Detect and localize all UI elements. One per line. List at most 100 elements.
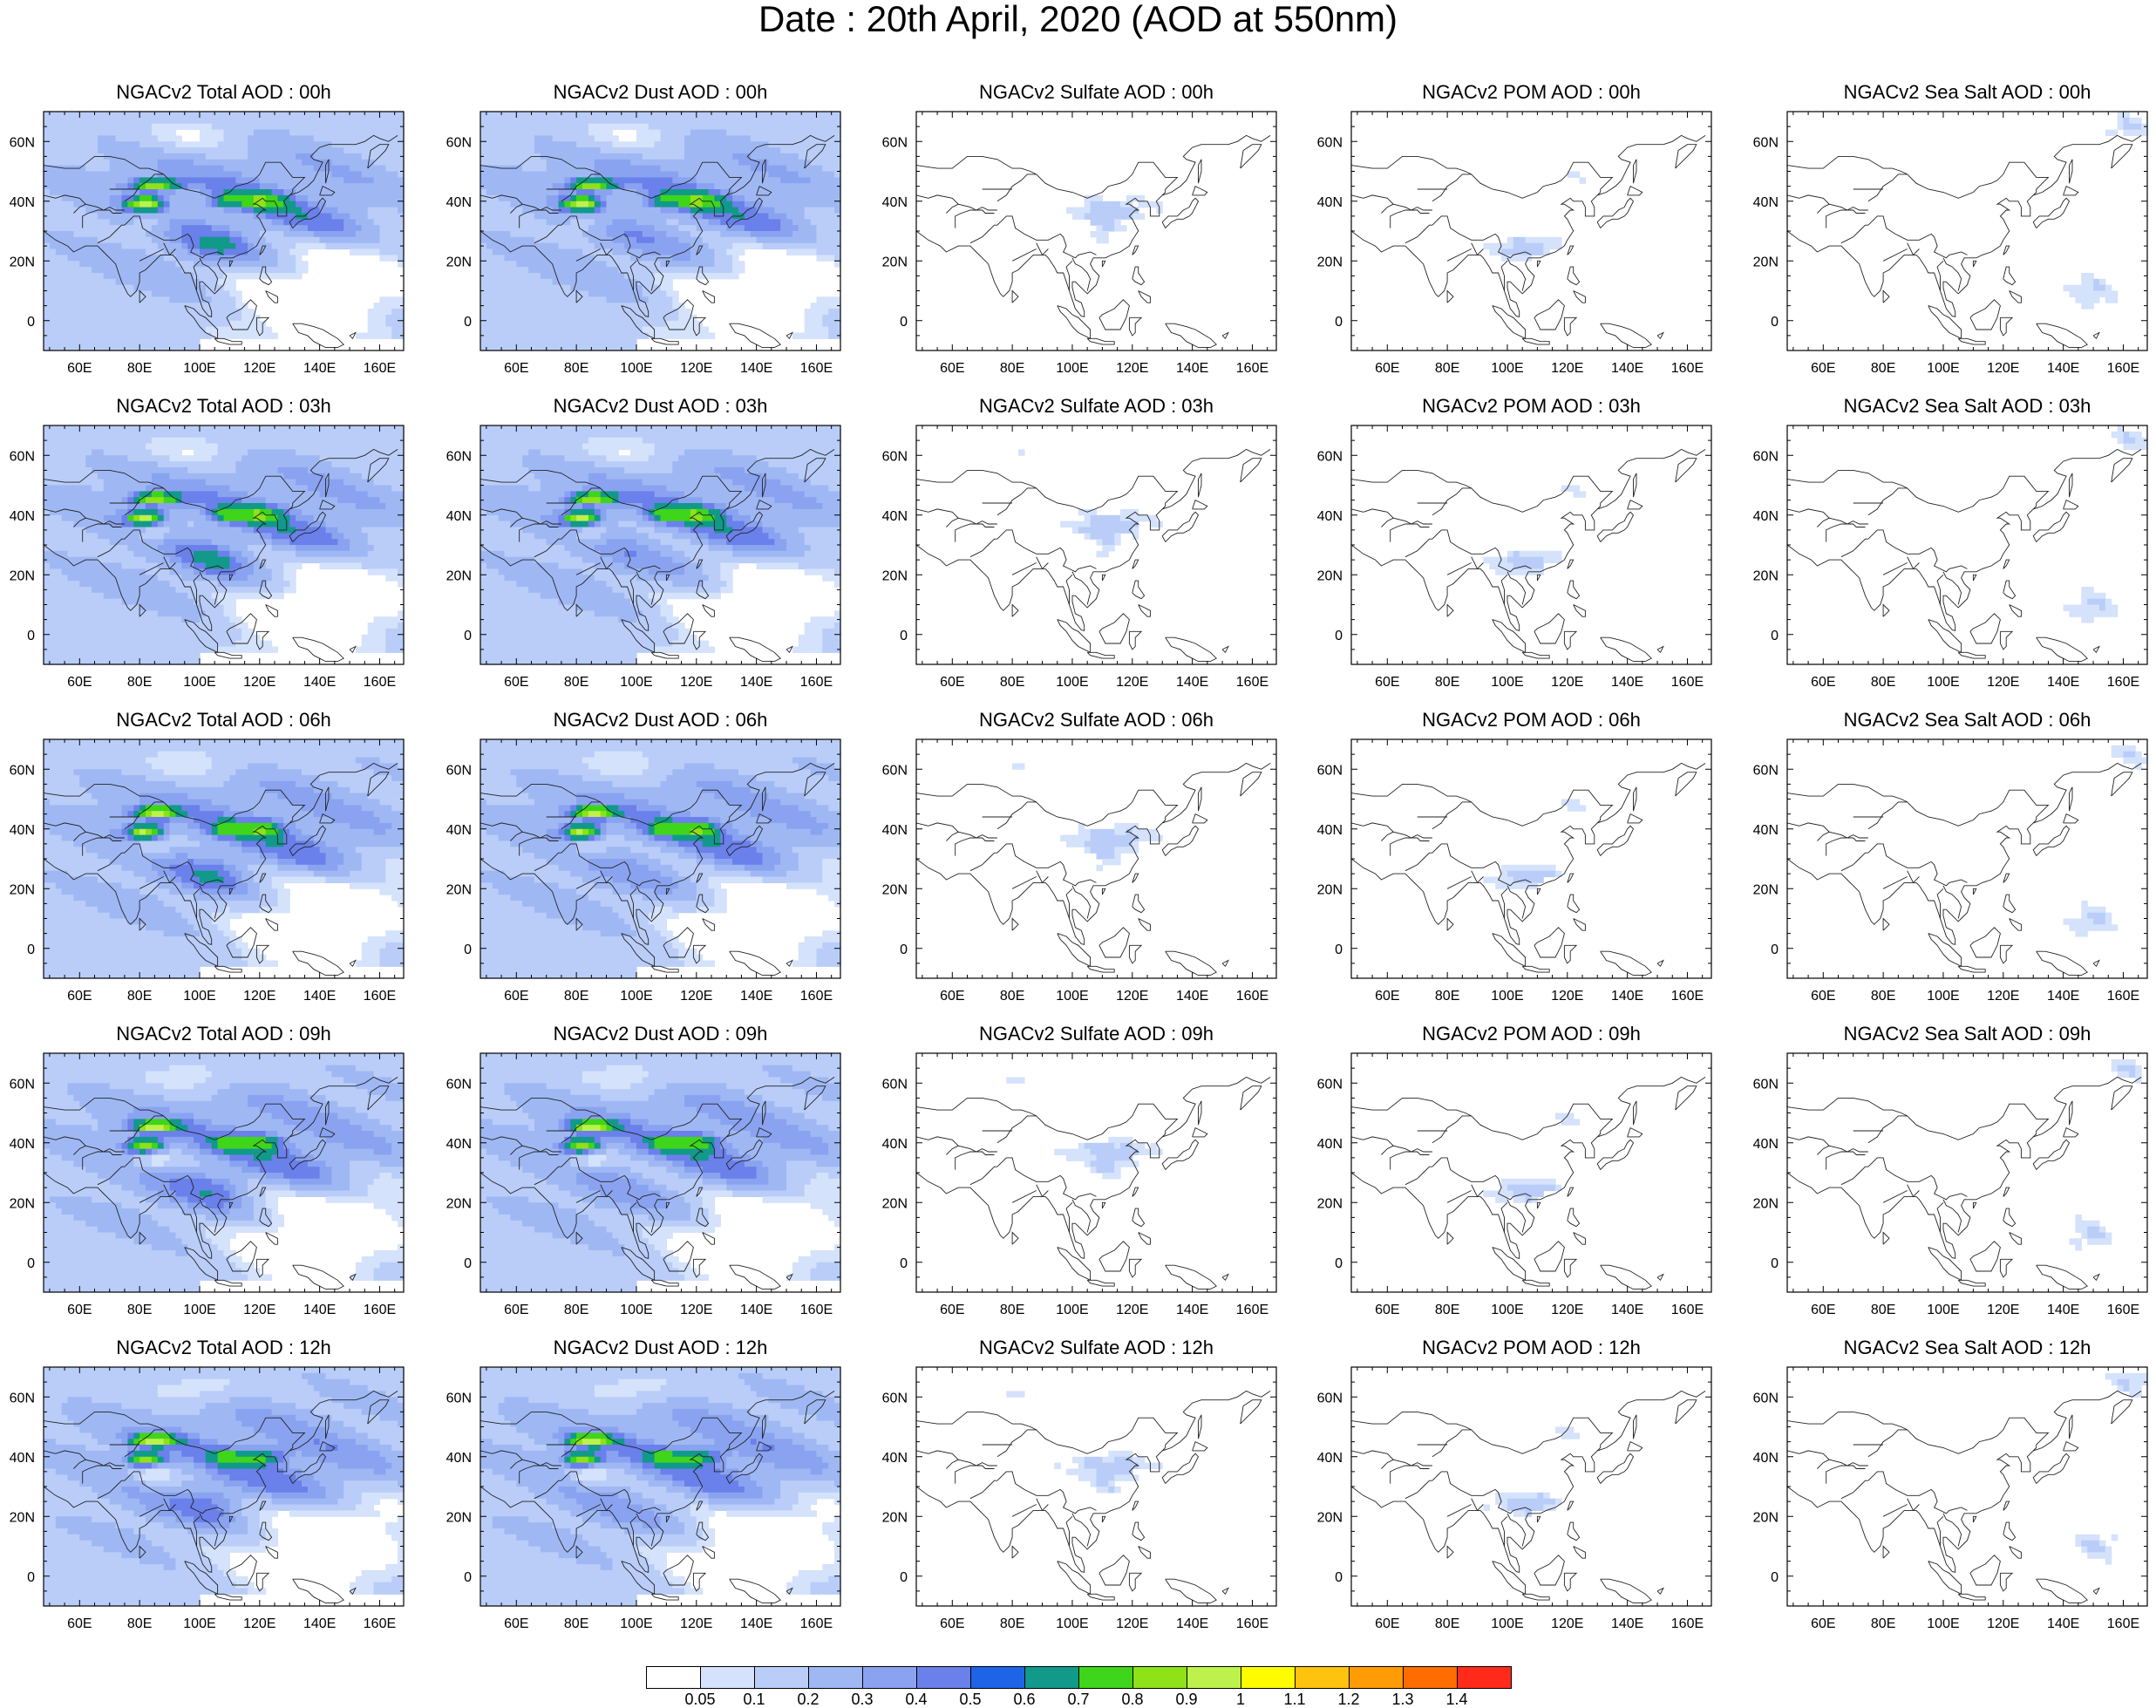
lon-tick-label: 120E	[243, 675, 275, 690]
panel-title-sulfate-4: NGACv2 Sulfate AOD : 12h	[916, 1336, 1276, 1362]
panel-title-sulfate-0: NGACv2 Sulfate AOD : 00h	[916, 80, 1276, 106]
lat-tick-label: 60N	[1317, 135, 1343, 150]
aod-field	[480, 1367, 841, 1607]
aod-field	[2064, 112, 2148, 310]
lon-tick-label: 140E	[2047, 675, 2079, 690]
lon-tick-label: 60E	[940, 1303, 964, 1317]
lon-tick-label: 100E	[1056, 1616, 1088, 1631]
lon-tick-label: 100E	[620, 675, 652, 690]
lat-tick-label: 0	[1771, 629, 1779, 643]
lon-tick-label: 60E	[67, 675, 92, 690]
panel-title-dust-4: NGACv2 Dust AOD : 12h	[480, 1336, 840, 1362]
lon-tick-label: 60E	[940, 675, 964, 690]
lat-tick-label: 40N	[10, 509, 35, 524]
lon-tick-label: 120E	[1116, 1616, 1148, 1631]
lon-tick-label: 60E	[504, 361, 528, 376]
lon-tick-label: 160E	[800, 361, 833, 376]
lon-tick-label: 120E	[1551, 675, 1583, 690]
lon-tick-label: 80E	[1000, 675, 1024, 690]
lon-tick-label: 120E	[680, 1616, 712, 1631]
lon-tick-label: 100E	[1056, 1303, 1088, 1317]
lon-tick-label: 140E	[2047, 1616, 2079, 1631]
panel-title-dust-3: NGACv2 Dust AOD : 09h	[480, 1022, 840, 1048]
lon-tick-label: 140E	[1611, 1616, 1643, 1631]
lat-tick-label: 60N	[1317, 1077, 1343, 1092]
lat-tick-label: 60N	[446, 1077, 472, 1092]
lon-tick-label: 160E	[364, 1303, 396, 1317]
coastlines	[1787, 1391, 2141, 1603]
lon-tick-label: 160E	[364, 361, 396, 376]
lon-tick-label: 100E	[1056, 361, 1088, 376]
lat-tick-label: 0	[1771, 315, 1779, 330]
lon-tick-label: 120E	[1551, 361, 1583, 376]
lat-tick-label: 40N	[882, 1451, 908, 1466]
panel-title-total-2: NGACv2 Total AOD : 06h	[44, 708, 404, 734]
coastlines	[1787, 1077, 2141, 1289]
panel-title-dust-0: NGACv2 Dust AOD : 00h	[480, 80, 840, 106]
lat-tick-label: 0	[1335, 1256, 1343, 1271]
lat-tick-label: 60N	[1753, 763, 1779, 778]
map-frame	[1351, 1053, 1711, 1292]
lat-tick-label: 40N	[882, 823, 908, 838]
map-frame	[1351, 425, 1711, 664]
lat-tick-label: 20N	[1317, 882, 1343, 897]
panel-title-seasalt-2: NGACv2 Sea Salt AOD : 06h	[1787, 708, 2147, 734]
panel-title-total-3: NGACv2 Total AOD : 09h	[44, 1022, 404, 1048]
lon-tick-label: 60E	[67, 1616, 92, 1631]
lon-tick-label: 140E	[740, 1616, 772, 1631]
lon-tick-label: 80E	[564, 675, 588, 690]
lat-tick-label: 40N	[10, 1137, 35, 1152]
lon-tick-label: 120E	[1116, 361, 1148, 376]
lon-tick-label: 80E	[1871, 675, 1895, 690]
lon-tick-label: 60E	[67, 1303, 92, 1317]
lat-tick-label: 60N	[1753, 1391, 1779, 1405]
lon-tick-label: 60E	[1375, 675, 1399, 690]
lon-tick-label: 140E	[1176, 675, 1208, 690]
lon-tick-label: 120E	[680, 675, 712, 690]
lon-tick-label: 120E	[1551, 1616, 1583, 1631]
lon-tick-label: 120E	[680, 989, 712, 1004]
lat-tick-label: 60N	[1753, 135, 1779, 150]
lon-tick-label: 60E	[504, 1616, 528, 1631]
aod-field	[1018, 449, 1163, 557]
lon-tick-label: 60E	[1811, 1616, 1835, 1631]
aod-field	[480, 112, 841, 351]
lat-tick-label: 60N	[10, 1391, 35, 1405]
lat-tick-label: 0	[27, 1256, 35, 1271]
lon-tick-label: 160E	[1236, 675, 1268, 690]
lon-tick-label: 100E	[1491, 989, 1523, 1004]
lat-tick-label: 20N	[882, 1510, 908, 1525]
lon-tick-label: 160E	[2107, 675, 2139, 690]
lat-tick-label: 0	[1771, 1570, 1779, 1585]
lat-tick-label: 20N	[10, 255, 35, 269]
aod-field	[44, 425, 405, 665]
lat-tick-label: 20N	[446, 568, 472, 583]
lon-tick-label: 100E	[1491, 361, 1523, 376]
lon-tick-label: 120E	[243, 1616, 275, 1631]
lon-tick-label: 100E	[1927, 989, 1959, 1004]
lon-tick-label: 160E	[364, 1616, 396, 1631]
panel-title-pom-4: NGACv2 POM AOD : 12h	[1351, 1336, 1711, 1362]
lat-tick-label: 0	[1335, 942, 1343, 957]
coastlines	[1787, 135, 2141, 347]
lon-tick-label: 140E	[740, 1303, 772, 1317]
panel-title-dust-1: NGACv2 Dust AOD : 03h	[480, 394, 840, 420]
lat-tick-label: 40N	[882, 195, 908, 210]
lat-tick-label: 20N	[446, 882, 472, 897]
lon-tick-label: 160E	[1236, 1616, 1268, 1631]
lat-tick-label: 40N	[1317, 509, 1343, 524]
aod-field	[1483, 1427, 1580, 1517]
lon-tick-label: 160E	[2107, 1616, 2139, 1631]
map-frame	[1351, 112, 1711, 350]
lon-tick-label: 140E	[2047, 989, 2079, 1004]
lat-tick-label: 20N	[10, 882, 35, 897]
